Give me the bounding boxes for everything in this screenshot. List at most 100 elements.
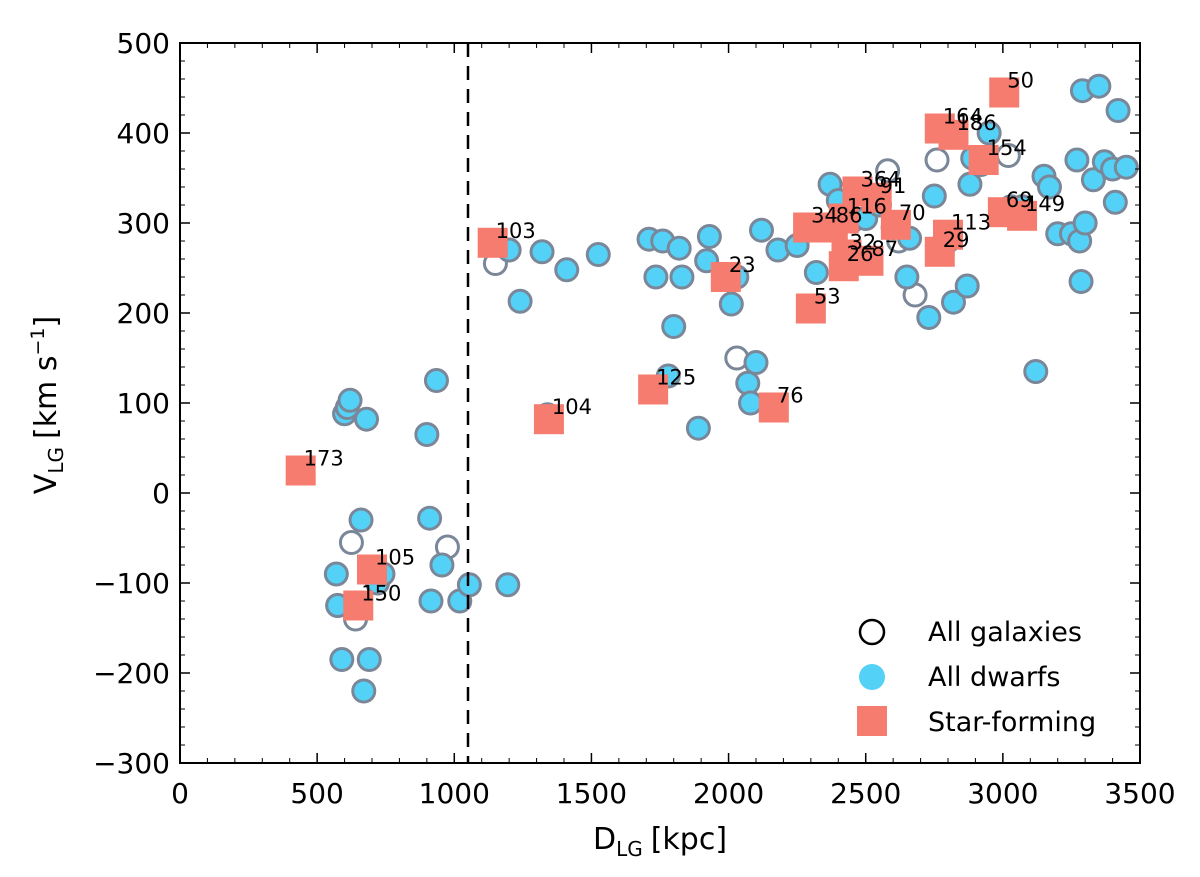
point-label: 70 xyxy=(899,201,926,225)
star-forming-point xyxy=(343,590,374,621)
x-tick-label: 2500 xyxy=(830,777,901,810)
dwarf-point xyxy=(921,183,947,209)
dwarf-point xyxy=(748,217,774,243)
point-label: 149 xyxy=(1025,192,1065,216)
point-label: 76 xyxy=(777,384,804,408)
star-forming-point xyxy=(938,119,969,150)
series-all-dwarfs xyxy=(323,73,1139,704)
y-axis-ticks: −300 −200 −100 0 100 200 300 400 500 xyxy=(93,27,1140,780)
point-label: 103 xyxy=(496,219,536,243)
point-label: 87 xyxy=(871,237,898,261)
x-tick-label: 3500 xyxy=(1104,777,1175,810)
y-tick-label: −100 xyxy=(93,567,170,600)
legend: All galaxies All dwarfs Star-forming xyxy=(857,617,1096,738)
dwarf-point xyxy=(423,368,449,393)
dwarf-point xyxy=(1036,174,1062,200)
point-label: 173 xyxy=(304,447,344,471)
point-label: 125 xyxy=(656,366,696,390)
star-forming-point xyxy=(924,236,955,267)
star-forming-point xyxy=(1007,200,1038,231)
point-label: 150 xyxy=(361,582,401,606)
point-label: 154 xyxy=(987,136,1027,160)
y-axis-label: VLG[km s−1] xyxy=(27,316,68,494)
dwarf-point xyxy=(666,235,692,261)
galaxy-point xyxy=(338,530,364,555)
dwarf-point xyxy=(661,314,687,339)
dwarf-point xyxy=(696,224,722,249)
dwarf-point xyxy=(418,588,444,614)
x-tick-label: 1500 xyxy=(556,777,627,810)
dwarf-point xyxy=(1113,154,1139,180)
dwarf-point xyxy=(743,350,769,375)
dwarf-point xyxy=(1102,189,1128,215)
dwarf-point xyxy=(1105,98,1131,123)
star-forming-point xyxy=(828,203,859,234)
dwarf-point xyxy=(803,260,829,285)
star-forming-point xyxy=(533,404,564,435)
dwarf-point xyxy=(718,291,744,317)
point-label: 53 xyxy=(814,285,841,309)
series-star-forming xyxy=(285,77,1038,621)
x-tick-label: 2000 xyxy=(693,777,764,810)
dwarf-point xyxy=(1080,167,1106,193)
dwarf-point xyxy=(738,390,764,416)
x-tick-label: 1000 xyxy=(419,777,490,810)
point-label: 32 xyxy=(850,231,877,255)
dwarf-point xyxy=(954,273,980,299)
dwarf-point xyxy=(685,415,711,441)
x-axis-ticks: 0 500 1000 1500 2000 2500 3000 3500 xyxy=(171,43,1176,810)
point-label: 364 xyxy=(860,168,900,192)
dwarf-point xyxy=(1086,73,1112,99)
point-label: 91 xyxy=(880,174,907,198)
star-forming-point xyxy=(638,374,669,405)
dwarf-point xyxy=(585,242,611,267)
dwarf-point xyxy=(414,422,440,447)
dwarf-point xyxy=(643,264,669,290)
point-label: 26 xyxy=(847,242,874,266)
dwarf-point xyxy=(554,257,580,283)
point-label: 69 xyxy=(1006,188,1033,212)
y-tick-label: −200 xyxy=(93,657,170,690)
dwarf-point xyxy=(916,305,942,330)
legend-label-star-forming: Star-forming xyxy=(928,707,1096,738)
point-label: 34 xyxy=(811,204,838,228)
point-label: 50 xyxy=(1007,69,1034,93)
dwarf-point xyxy=(495,572,521,598)
y-tick-label: −300 xyxy=(93,747,170,780)
galaxy-point xyxy=(924,147,950,173)
legend-square-marker xyxy=(857,706,887,736)
point-label: 186 xyxy=(956,111,996,135)
point-label: 164 xyxy=(943,105,983,129)
dwarf-point xyxy=(669,264,695,290)
point-label: 116 xyxy=(847,195,887,219)
dwarf-point xyxy=(1068,269,1094,294)
dwarf-point xyxy=(529,239,555,265)
star-forming-point xyxy=(968,145,999,175)
x-tick-label: 500 xyxy=(290,777,343,810)
star-forming-point xyxy=(357,554,387,585)
point-label: 29 xyxy=(943,228,970,252)
star-forming-point xyxy=(795,293,826,324)
y-tick-label: 300 xyxy=(117,207,170,240)
star-forming-point xyxy=(477,227,508,258)
legend-open-circle-marker xyxy=(858,618,886,646)
star-forming-point xyxy=(853,245,884,276)
star-forming-point xyxy=(861,182,892,213)
dwarf-point xyxy=(894,264,920,290)
galaxy-point xyxy=(875,158,901,184)
y-tick-label: 400 xyxy=(117,117,170,150)
dwarf-point xyxy=(976,120,1002,146)
x-tick-label: 0 xyxy=(171,777,189,810)
y-tick-label: 500 xyxy=(117,27,170,60)
star-forming-point xyxy=(710,262,741,292)
dwarf-point xyxy=(507,288,533,314)
dwarf-point xyxy=(417,505,443,531)
dwarf-point xyxy=(940,289,966,315)
dwarf-point xyxy=(337,387,363,413)
dwarf-point xyxy=(957,171,983,197)
dwarf-point xyxy=(356,647,382,672)
point-label: 104 xyxy=(552,395,592,419)
